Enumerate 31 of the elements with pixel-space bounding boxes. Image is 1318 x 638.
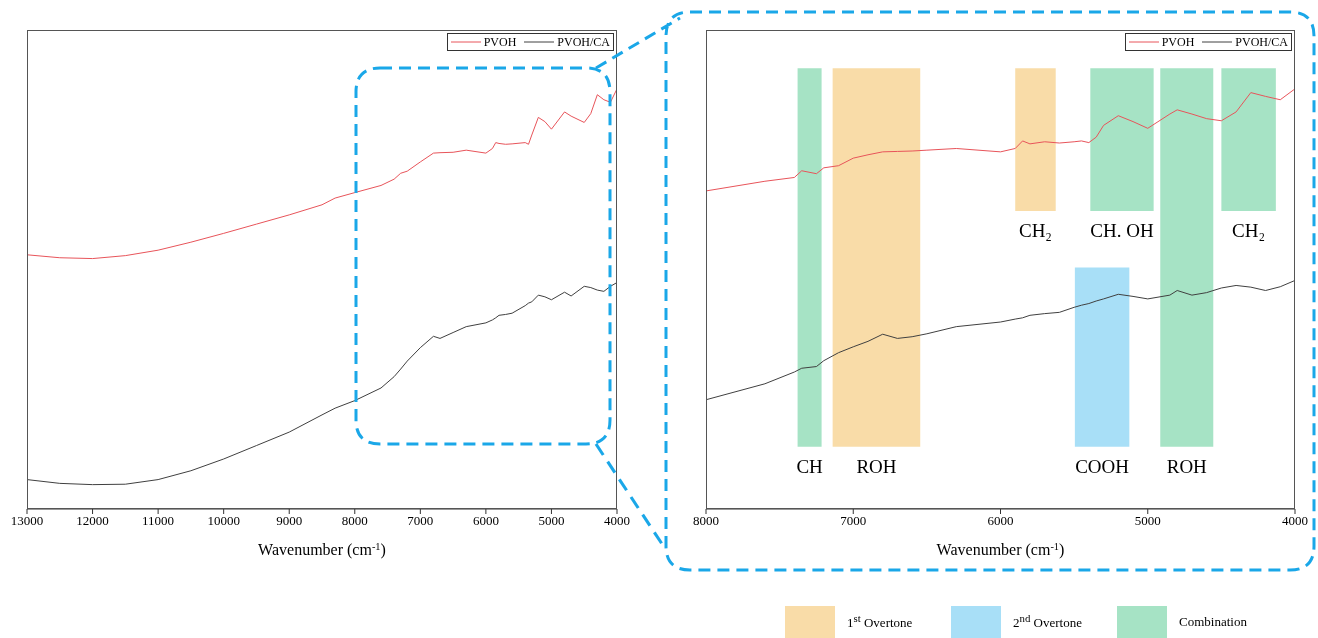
x-tick-label: 7000 — [840, 513, 867, 529]
x-tick-label: 9000 — [276, 513, 303, 529]
band-label: CH₂ — [1232, 220, 1266, 242]
x-tick-label: 4000 — [604, 513, 630, 529]
band-label: CH. OH — [1090, 220, 1154, 242]
band-label: CH — [796, 455, 824, 477]
legend-label: PVOH/CA — [1235, 34, 1288, 50]
x-tick-label: 6000 — [472, 513, 499, 529]
text: 1$^{st}$ Overtone — [847, 612, 914, 632]
x-tick-label: 10000 — [207, 513, 240, 529]
band-label: ROH — [1166, 455, 1208, 477]
band-label: CH₂ — [1018, 220, 1052, 242]
x-axis-title: Wavenumber (cm$^{-1}$) — [258, 540, 386, 559]
text: 2$^{nd}$ Overtone — [1013, 612, 1083, 632]
x-tick-label: 13000 — [10, 513, 44, 529]
legend-label: PVOH — [1161, 34, 1195, 50]
x-tick-label: 4000 — [1282, 513, 1308, 529]
x-tick-label: 7000 — [407, 513, 434, 529]
x-tick-label: 11000 — [142, 513, 175, 529]
legend-label: PVOH/CA — [557, 34, 610, 50]
x-tick-label: 5000 — [538, 513, 565, 529]
text: Combination — [1179, 614, 1248, 630]
x-tick-label: 8000 — [341, 513, 368, 529]
x-axis-title: Wavenumber (cm$^{-1}$) — [936, 540, 1065, 559]
x-tick-label: 6000 — [987, 513, 1014, 529]
band-label: ROH — [856, 455, 897, 477]
x-tick-label: 12000 — [76, 513, 109, 529]
band-label: COOH — [1075, 455, 1130, 477]
x-tick-label: 8000 — [693, 513, 719, 529]
legend-label: PVOH — [483, 34, 517, 50]
x-tick-label: 5000 — [1134, 513, 1161, 529]
